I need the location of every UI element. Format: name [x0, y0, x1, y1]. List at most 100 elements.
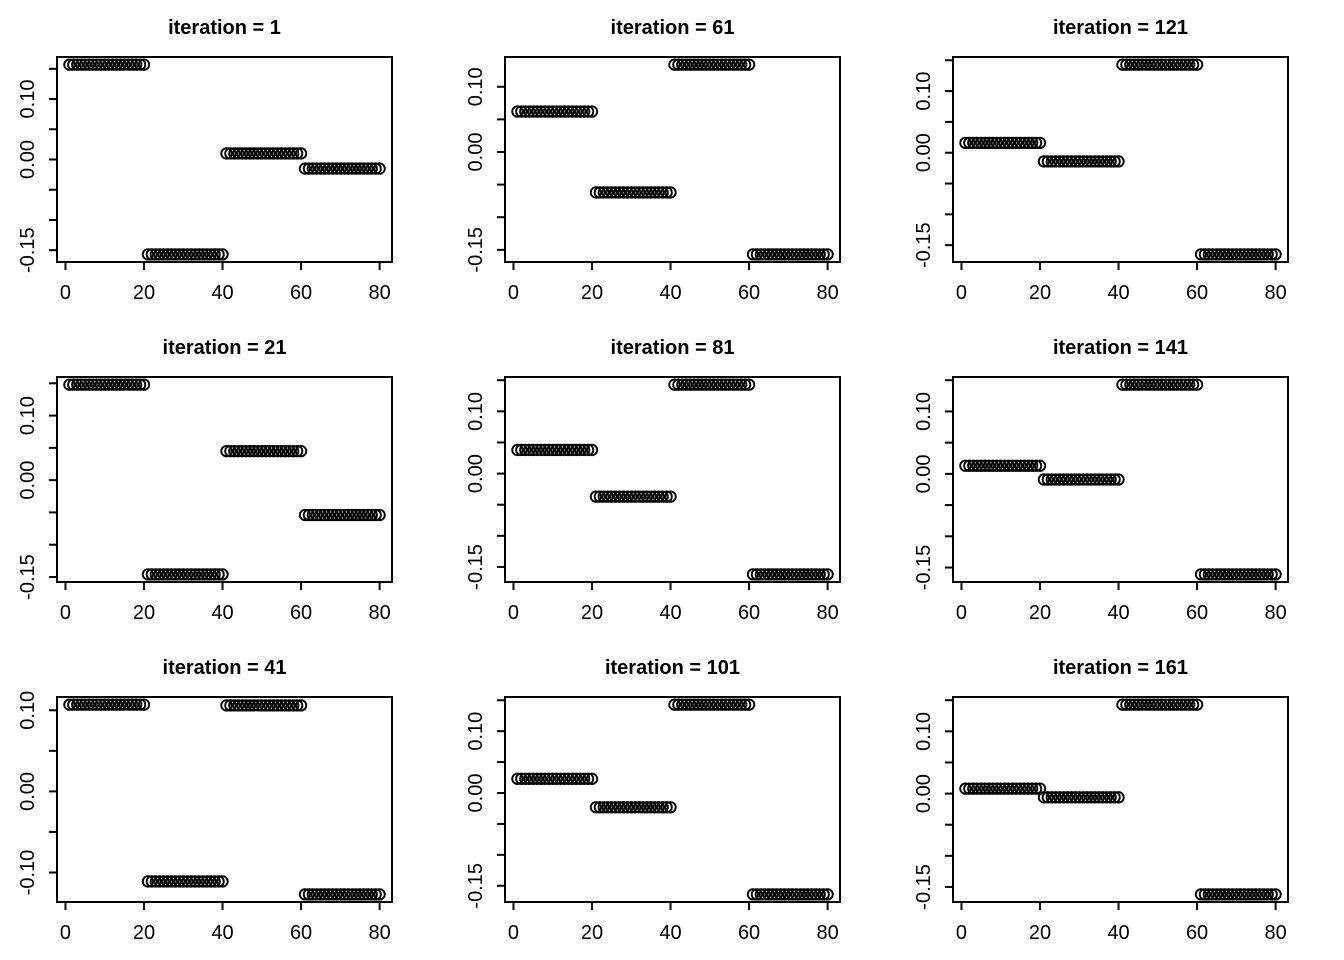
data-points — [511, 698, 834, 901]
data-point — [562, 772, 575, 785]
data-point — [570, 443, 583, 457]
data-points — [511, 58, 834, 261]
data-point — [668, 58, 681, 71]
data-point — [727, 58, 740, 71]
data-point — [515, 443, 528, 457]
data-point — [959, 459, 972, 472]
data-point — [1194, 888, 1208, 901]
data-point — [589, 186, 603, 199]
data-point — [1037, 473, 1051, 486]
x-tick-label: 40 — [1107, 602, 1129, 624]
data-point — [617, 186, 630, 199]
data-point — [774, 568, 787, 581]
data-point — [1022, 459, 1035, 472]
data-point — [279, 699, 292, 712]
data-point — [1171, 698, 1184, 711]
data-point — [1092, 473, 1106, 486]
data-point — [617, 490, 630, 503]
data-point — [585, 772, 599, 785]
data-point — [727, 698, 740, 711]
data-point — [1269, 568, 1282, 581]
x-tick-label: 0 — [60, 602, 71, 624]
data-point — [644, 186, 658, 199]
data-point — [294, 147, 308, 160]
data-point — [314, 888, 327, 901]
data-point — [1045, 473, 1058, 486]
data-point — [1053, 155, 1066, 168]
plot-panel: iteration = 21 0 20 40 60 80 -0.15 0.00 0.10 — [0, 320, 448, 640]
data-point — [1218, 888, 1231, 901]
data-point — [247, 444, 261, 458]
data-point — [243, 444, 257, 458]
data-point — [1132, 698, 1145, 711]
plot-box — [952, 56, 1289, 263]
data-point — [1026, 136, 1039, 150]
data-point — [1018, 136, 1031, 150]
data-point — [754, 568, 767, 581]
x-tick-label: 20 — [133, 602, 155, 624]
data-point — [102, 58, 115, 71]
x-tick-label: 20 — [133, 282, 155, 304]
data-point — [774, 888, 787, 901]
data-point — [613, 801, 626, 814]
data-point — [1100, 791, 1113, 804]
data-point — [1163, 378, 1176, 391]
y-axis: -0.15 0.00 0.10 — [465, 699, 505, 909]
data-point — [220, 147, 233, 160]
data-point — [208, 875, 221, 888]
data-point — [1257, 568, 1270, 581]
data-point — [793, 888, 807, 901]
data-point — [668, 378, 681, 391]
data-point — [793, 248, 807, 261]
data-point — [1080, 473, 1094, 486]
x-tick-label: 80 — [368, 922, 390, 944]
data-point — [67, 698, 80, 711]
data-point — [1029, 459, 1043, 472]
data-point — [161, 875, 174, 888]
data-point — [369, 162, 382, 175]
data-point — [114, 378, 127, 391]
data-point — [94, 698, 107, 711]
data-point — [758, 888, 771, 901]
data-point — [534, 443, 548, 457]
data-point — [310, 508, 323, 522]
data-point — [742, 58, 756, 71]
data-point — [967, 459, 980, 472]
data-point — [538, 443, 552, 457]
data-point — [971, 459, 984, 472]
data-point — [255, 444, 268, 458]
data-point — [192, 568, 206, 581]
data-point — [680, 58, 693, 71]
data-point — [652, 490, 665, 503]
data-point — [1010, 782, 1023, 795]
data-point — [990, 136, 1003, 150]
data-point — [184, 568, 198, 581]
data-point — [585, 105, 599, 118]
data-point — [133, 58, 147, 71]
data-point — [998, 782, 1011, 795]
data-point — [118, 378, 131, 391]
data-point — [699, 58, 713, 71]
data-point — [204, 248, 217, 261]
data-point — [1088, 791, 1102, 804]
panel-title: iteration = 141 — [1053, 337, 1188, 359]
data-point — [82, 58, 96, 71]
data-point — [326, 508, 339, 522]
y-axis: -0.15 0.00 0.10 — [17, 382, 57, 600]
data-point — [1190, 378, 1204, 391]
data-point — [1080, 791, 1094, 804]
data-point — [778, 248, 791, 261]
data-point — [625, 490, 638, 503]
data-point — [1065, 791, 1078, 804]
y-tick-label: 0.10 — [913, 72, 935, 111]
data-point — [67, 378, 80, 391]
data-point — [212, 568, 225, 581]
data-point — [959, 782, 972, 795]
data-point — [1018, 782, 1031, 795]
data-points — [959, 698, 1282, 901]
data-point — [82, 378, 96, 391]
data-point — [672, 698, 685, 711]
data-point — [279, 444, 292, 458]
data-point — [106, 698, 119, 711]
data-point — [738, 378, 752, 391]
